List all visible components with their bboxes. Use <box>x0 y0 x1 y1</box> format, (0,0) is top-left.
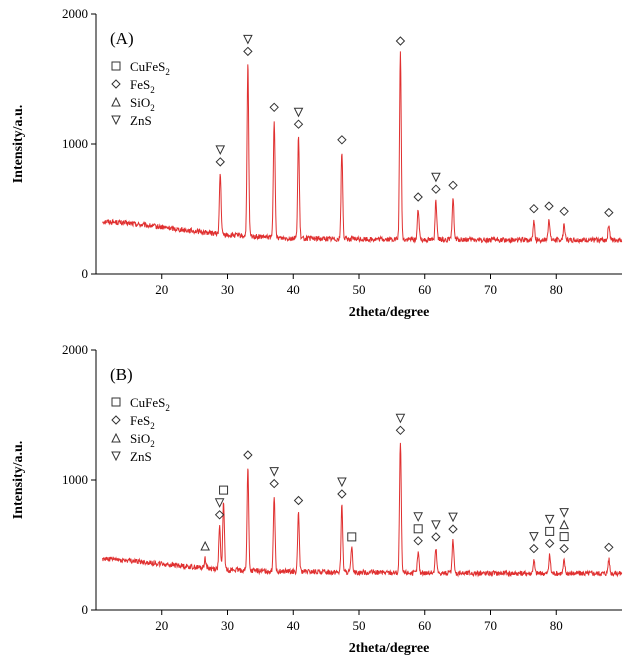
fes2-marker <box>413 536 423 546</box>
diffraction-trace <box>102 51 623 245</box>
fes2-marker <box>448 180 458 191</box>
zns-marker <box>529 532 539 542</box>
x-tick-label: 70 <box>484 618 497 633</box>
fes2-marker <box>604 542 614 553</box>
x-tick-label: 20 <box>155 618 168 633</box>
fes2-marker <box>337 135 347 145</box>
fes2-marker <box>544 201 554 211</box>
fes2-marker <box>243 450 253 460</box>
legend-entry: FeS2 <box>130 413 155 431</box>
x-tick-label: 60 <box>418 282 431 297</box>
y-axis-title: Intensity/a.u. <box>11 105 26 184</box>
x-tick-label: 30 <box>221 282 234 297</box>
fes2-marker <box>395 425 406 436</box>
x-tick-label: 80 <box>550 282 563 297</box>
fes2-marker <box>111 79 121 89</box>
zns-marker <box>111 451 121 462</box>
sio2-marker <box>200 540 210 551</box>
legend-entry: SiO2 <box>130 431 155 449</box>
fes2-marker <box>529 543 539 554</box>
zns-marker <box>559 508 569 518</box>
legend-entry: SiO2 <box>130 95 155 113</box>
fes2-marker <box>559 206 569 217</box>
legend-entry: CuFeS2 <box>130 395 170 413</box>
fes2-marker <box>529 203 539 214</box>
x-axis-title: 2theta/degree <box>349 305 430 320</box>
zns-marker <box>269 467 279 477</box>
zns-marker <box>214 498 225 508</box>
legend-entry: CuFeS2 <box>130 59 170 77</box>
zns-marker <box>215 145 226 156</box>
fes2-marker <box>559 543 569 554</box>
fes2-marker <box>293 119 304 129</box>
x-tick-label: 80 <box>550 618 563 633</box>
fes2-marker <box>293 495 304 506</box>
fes2-marker <box>215 157 225 167</box>
y-tick-label: 1000 <box>62 136 88 151</box>
cufes2-marker <box>347 532 357 542</box>
zns-marker <box>293 107 304 118</box>
x-tick-label: 40 <box>287 282 300 297</box>
zns-marker <box>431 172 441 183</box>
legend-entry: ZnS <box>130 113 152 128</box>
fes2-marker <box>448 524 458 534</box>
fes2-marker <box>431 184 441 194</box>
diffraction-trace <box>102 442 623 578</box>
panel-label: (B) <box>110 365 133 384</box>
x-tick-label: 40 <box>287 618 300 633</box>
x-tick-label: 70 <box>484 282 497 297</box>
panel-b: 0 1000 2000 20 30 40 50 60 70 80 2theta/degree Inte… <box>11 342 623 656</box>
fes2-marker <box>395 36 406 46</box>
y-tick-label: 2000 <box>62 6 88 21</box>
fes2-marker <box>337 489 347 499</box>
zns-marker <box>544 514 555 525</box>
cufes2-marker <box>545 526 555 536</box>
x-tick-label: 30 <box>221 618 234 633</box>
fes2-marker <box>243 46 253 57</box>
panel-label: (A) <box>110 29 134 48</box>
x-tick-label: 50 <box>353 282 366 297</box>
x-axis-title: 2theta/degree <box>349 641 430 656</box>
cufes2-marker <box>413 524 423 534</box>
x-tick-label: 60 <box>418 618 431 633</box>
fes2-marker <box>111 415 121 425</box>
zns-marker <box>243 34 253 45</box>
panel-a: 0 1000 2000 20 30 40 50 60 70 80 2theta/degree Inte… <box>11 6 623 320</box>
y-tick-label: 0 <box>82 266 89 281</box>
zns-marker <box>413 512 423 522</box>
fes2-marker <box>269 102 279 113</box>
cufes2-marker <box>559 532 569 542</box>
x-tick-label: 20 <box>155 282 168 297</box>
sio2-marker <box>111 432 121 443</box>
cufes2-marker <box>111 397 121 407</box>
legend-entry: FeS2 <box>130 77 155 95</box>
y-tick-label: 1000 <box>62 472 88 487</box>
fes2-marker <box>413 192 423 202</box>
fes2-marker <box>269 478 279 489</box>
sio2-marker <box>559 519 569 530</box>
fes2-marker <box>431 532 441 542</box>
zns-marker <box>337 477 347 488</box>
zns-marker <box>431 520 441 531</box>
zns-marker <box>448 512 458 523</box>
sio2-marker <box>111 96 121 107</box>
cufes2-marker <box>219 485 229 495</box>
fes2-marker <box>604 207 614 218</box>
zns-marker <box>395 413 406 424</box>
y-axis-title: Intensity/a.u. <box>11 441 26 520</box>
fes2-marker <box>544 538 555 549</box>
x-tick-label: 50 <box>353 618 366 633</box>
fes2-marker <box>214 510 225 520</box>
cufes2-marker <box>111 61 121 71</box>
legend-entry: ZnS <box>130 449 152 464</box>
y-tick-label: 0 <box>82 602 89 617</box>
zns-marker <box>111 115 121 126</box>
y-tick-label: 2000 <box>62 342 88 357</box>
